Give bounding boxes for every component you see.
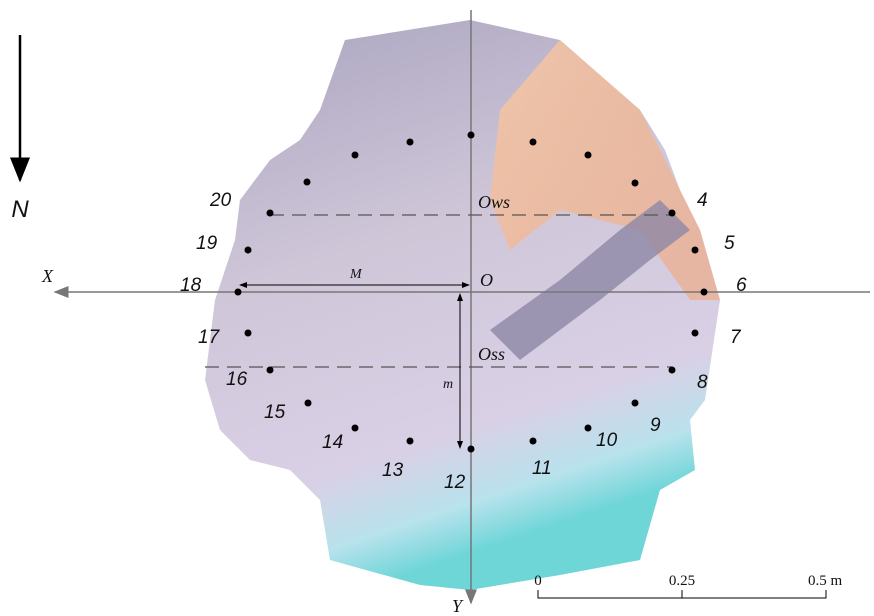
point-label: 4 xyxy=(697,190,708,211)
point xyxy=(244,329,252,337)
point xyxy=(700,288,708,296)
point xyxy=(584,151,592,159)
scale-bar: 0 0.25 0.5 m xyxy=(534,573,843,599)
point-label: 18 xyxy=(180,275,202,296)
scale-label: 0.5 m xyxy=(808,573,843,589)
point-label: 19 xyxy=(196,233,218,254)
origin-label: O xyxy=(480,270,493,290)
point xyxy=(266,366,274,374)
scale-label: 0.25 xyxy=(669,573,695,589)
point xyxy=(467,445,475,453)
points xyxy=(234,131,708,453)
point-label: 20 xyxy=(209,190,232,211)
point-label: 10 xyxy=(596,430,618,451)
x-label: X xyxy=(41,266,54,286)
small-m-label: m xyxy=(443,377,453,392)
point-label: 17 xyxy=(198,327,221,348)
point-label: 13 xyxy=(382,460,404,481)
point xyxy=(303,178,311,186)
point-label: 16 xyxy=(226,369,248,390)
point xyxy=(467,131,475,139)
north-label: N xyxy=(11,196,29,223)
point xyxy=(668,209,676,217)
point xyxy=(406,437,414,445)
point xyxy=(691,246,699,254)
point xyxy=(691,329,699,337)
point xyxy=(406,138,414,146)
point xyxy=(631,399,639,407)
point-label: 5 xyxy=(724,233,735,254)
y-label: Y xyxy=(452,596,464,616)
point-label: 14 xyxy=(322,432,343,453)
point xyxy=(631,179,639,187)
rock-surface xyxy=(205,20,720,590)
point xyxy=(584,424,592,432)
point xyxy=(234,288,242,296)
point xyxy=(529,138,537,146)
point xyxy=(351,151,359,159)
point-label: 6 xyxy=(736,275,747,296)
m-label: M xyxy=(349,267,363,282)
point-label: 8 xyxy=(697,372,708,393)
scale-label: 0 xyxy=(534,573,542,589)
point xyxy=(244,246,252,254)
point-label: 12 xyxy=(444,472,466,493)
point xyxy=(668,366,676,374)
point-label: 15 xyxy=(264,402,286,423)
point xyxy=(304,399,312,407)
ows-label: Ows xyxy=(478,192,510,212)
point-label: 9 xyxy=(650,415,661,436)
point xyxy=(351,424,359,432)
shadow xyxy=(490,200,690,360)
point xyxy=(529,437,537,445)
point xyxy=(266,209,274,217)
point-label: 7 xyxy=(730,327,742,348)
point-label: 11 xyxy=(532,458,552,479)
oss-label: Oss xyxy=(478,344,505,364)
